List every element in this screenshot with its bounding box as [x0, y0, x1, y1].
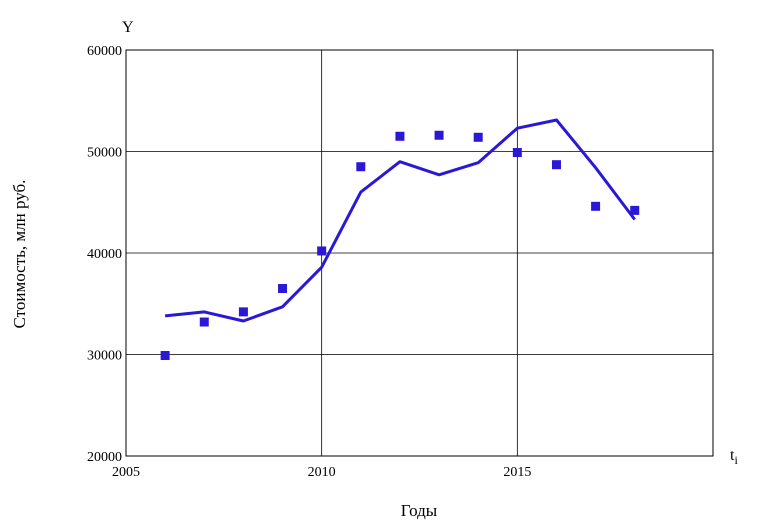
scatter-point: [591, 201, 601, 211]
y-tick-label: 60000: [87, 44, 122, 59]
scatter-point: [278, 284, 288, 294]
scatter-point: [160, 351, 170, 361]
scatter-point: [317, 246, 327, 256]
x-axis-corner-subscript: i: [734, 453, 738, 467]
tick-labels: 20000 30000 40000 50000 60000 2005 2010 2015: [87, 44, 531, 480]
x-tick-label: 2005: [112, 465, 140, 480]
scatter-point: [630, 205, 640, 215]
scatter-point: [551, 160, 561, 170]
x-tick-label: 2015: [503, 465, 531, 480]
scatter-point: [238, 307, 248, 317]
scatter-point: [512, 148, 522, 158]
x-axis-corner-symbol: t: [730, 447, 735, 464]
series-line: [164, 118, 636, 323]
scatter-point: [434, 130, 444, 140]
y-tick-label: 40000: [87, 247, 122, 262]
scatter-point: [395, 131, 405, 141]
scatter-point: [473, 132, 483, 142]
x-axis-corner-label: ti: [730, 447, 738, 467]
y-tick-label: 50000: [87, 146, 122, 161]
y-tick-label: 20000: [87, 450, 122, 465]
series-layer: [160, 118, 640, 361]
y-axis-corner-label: Y: [122, 19, 134, 36]
grid-lines: [126, 50, 713, 456]
scatter-point: [356, 162, 366, 172]
x-tick-label: 2010: [308, 465, 336, 480]
y-tick-label: 30000: [87, 349, 122, 364]
x-axis-title: Годы: [401, 501, 438, 520]
y-axis-title: Стоимость, млн руб.: [10, 180, 29, 329]
plot-frame: [125, 49, 714, 457]
scatter-point: [199, 317, 209, 327]
